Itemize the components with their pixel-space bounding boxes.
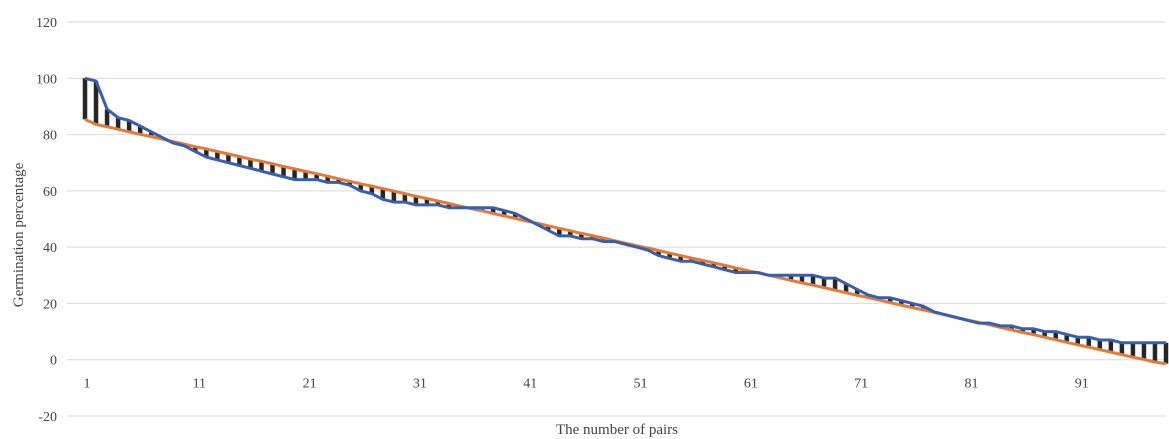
x-tick-label: 11 [193, 377, 206, 392]
x-tick-label: 91 [1075, 377, 1089, 392]
x-tick-label: 21 [303, 377, 317, 392]
x-tick-label: 41 [523, 377, 537, 392]
x-tick-label: 1 [84, 377, 91, 392]
x-axis-ticks: 1 11 21 31 41 51 61 71 81 91 [84, 377, 1089, 392]
deviation-bars [82, 78, 1169, 364]
y-tick-label: 120 [36, 16, 57, 31]
x-tick-label: 51 [634, 377, 648, 392]
y-tick-label: 40 [43, 241, 57, 256]
x-tick-label: 61 [744, 377, 758, 392]
x-tick-label: 71 [854, 377, 868, 392]
y-tick-label: 20 [43, 297, 57, 312]
series-lines [84, 76, 1167, 366]
y-tick-label: 60 [43, 185, 57, 200]
x-tick-label: 31 [413, 377, 427, 392]
y-axis-title: Germination percentage [11, 162, 27, 307]
gridlines [67, 21, 1166, 417]
y-tick-label: 0 [50, 354, 57, 369]
series-line [84, 76, 1166, 345]
y-tick-label: 100 [36, 72, 57, 87]
y-axis-ticks: -20 0 20 40 60 80 100 120 [36, 16, 57, 425]
y-tick-label: -20 [38, 410, 57, 425]
y-tick-label: 80 [43, 129, 57, 144]
x-tick-label: 81 [964, 377, 978, 392]
x-axis-title: The number of pairs [556, 422, 678, 438]
